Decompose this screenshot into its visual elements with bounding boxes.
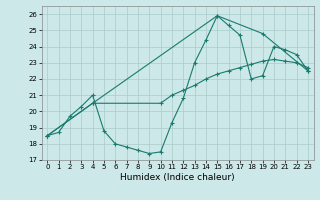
X-axis label: Humidex (Indice chaleur): Humidex (Indice chaleur): [120, 173, 235, 182]
